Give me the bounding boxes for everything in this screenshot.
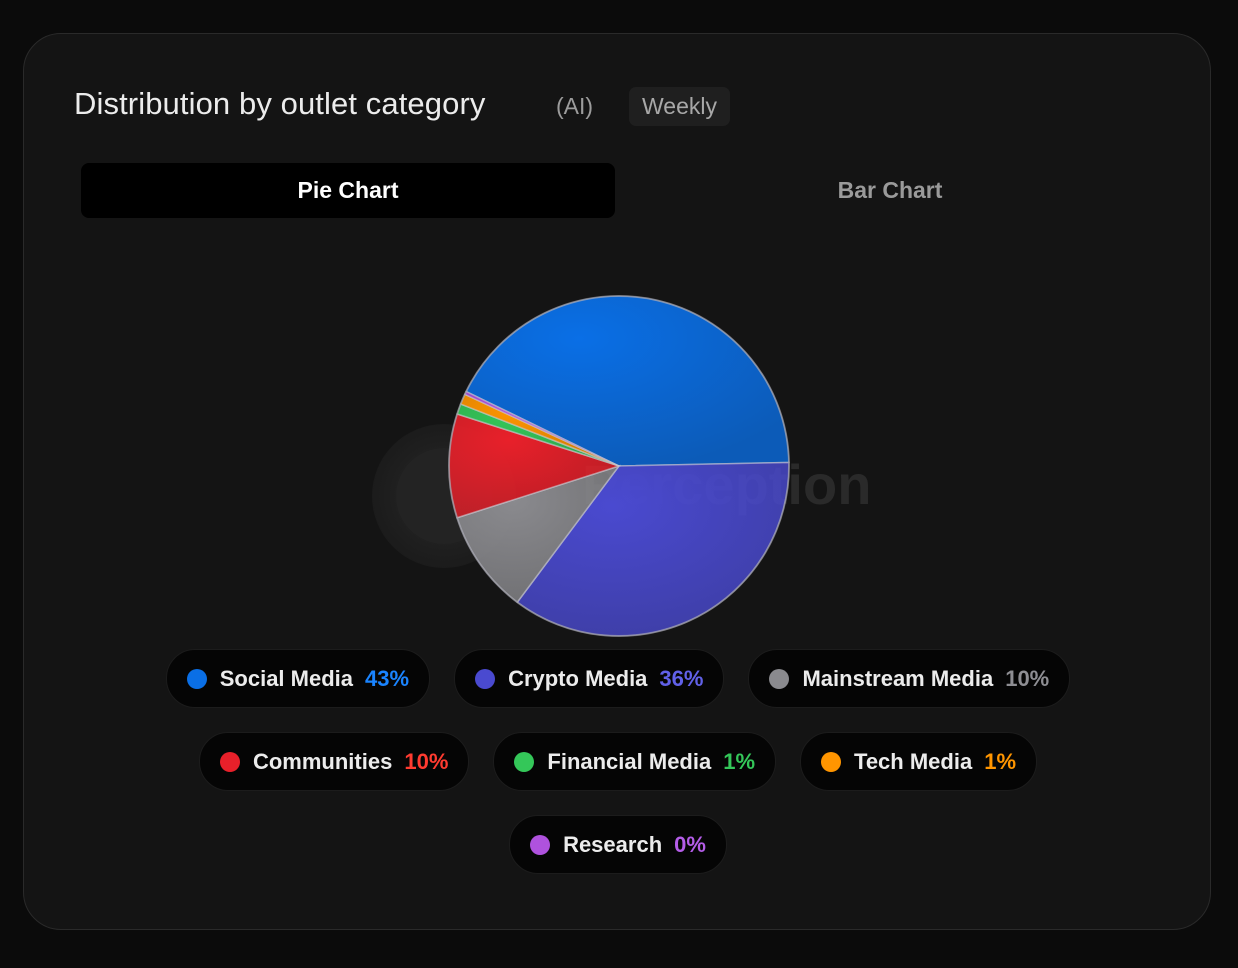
distribution-card: Distribution by outlet category (AI) Wee… — [23, 33, 1211, 930]
legend-dot-icon — [769, 668, 790, 689]
legend-dot-icon — [475, 668, 496, 689]
legend-label: Crypto Media — [508, 665, 648, 691]
legend-label: Communities — [252, 748, 393, 774]
legend-label: Research — [563, 831, 663, 857]
legend-row: Social Media 43% Crypto Media 36% Mainstream… — [24, 649, 1212, 708]
legend-label: Mainstream Media — [802, 665, 994, 691]
legend-dot-icon — [514, 751, 535, 772]
legend-item-communities[interactable]: Communities 10% — [198, 732, 470, 791]
chart-area: Perception — [24, 234, 1212, 654]
legend-dot-icon — [186, 668, 207, 689]
legend-value: 43% — [365, 665, 410, 691]
legend-value: 0% — [674, 831, 706, 857]
legend-row: Communities 10% Financial Media 1% Tech Medi… — [24, 732, 1212, 791]
legend-item-mainstream-media[interactable]: Mainstream Media 10% — [748, 649, 1071, 708]
pie-slice-research[interactable] — [463, 390, 620, 467]
legend-value: 36% — [659, 665, 704, 691]
period-badge[interactable]: Weekly — [629, 87, 730, 126]
legend-label: Social Media — [219, 665, 354, 691]
pie-rim — [448, 295, 790, 637]
legend-item-research[interactable]: Research 0% — [509, 815, 727, 874]
legend-item-financial-media[interactable]: Financial Media 1% — [493, 732, 777, 791]
legend-item-tech-media[interactable]: Tech Media 1% — [800, 732, 1037, 791]
legend-row: Research 0% — [24, 815, 1212, 874]
pie-slice-crypto-media[interactable] — [516, 461, 790, 637]
legend-item-social-media[interactable]: Social Media 43% — [165, 649, 431, 708]
chart-legend: Social Media 43% Crypto Media 36% Mainstream… — [24, 649, 1212, 898]
pie-slice-communities[interactable] — [448, 413, 622, 519]
legend-value: 10% — [404, 748, 449, 774]
pie-slices — [448, 295, 790, 637]
legend-value: 1% — [723, 748, 756, 774]
pie-slice-mainstream-media[interactable] — [456, 464, 622, 604]
ai-tag: (AI) — [556, 93, 594, 119]
pie-slice-social-media[interactable] — [465, 295, 790, 467]
legend-dot-icon — [821, 751, 842, 772]
legend-dot-icon — [219, 751, 240, 772]
chart-type-tabs: Pie Chart Bar Chart — [81, 163, 1167, 218]
legend-dot-icon — [530, 834, 551, 855]
tab-pie-chart[interactable]: Pie Chart — [81, 163, 615, 218]
tab-bar-chart[interactable]: Bar Chart — [837, 177, 943, 203]
card-title: Distribution by outlet category — [74, 86, 486, 121]
legend-label: Tech Media — [854, 748, 973, 774]
legend-label: Financial Media — [547, 748, 712, 774]
legend-value: 10% — [1005, 665, 1050, 691]
legend-item-crypto-media[interactable]: Crypto Media 36% — [454, 649, 725, 708]
pie-chart: Perception — [372, 295, 871, 637]
legend-value: 1% — [984, 748, 1016, 774]
